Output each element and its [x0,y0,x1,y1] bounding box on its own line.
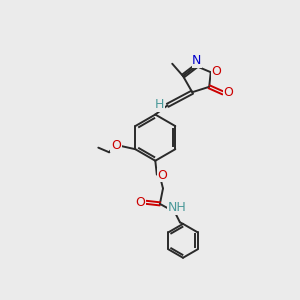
Text: O: O [211,65,221,78]
Text: O: O [224,86,233,100]
Text: O: O [111,139,121,152]
Text: N: N [192,54,202,67]
Text: O: O [136,196,146,209]
Text: O: O [157,169,167,182]
Text: H: H [155,98,165,111]
Text: NH: NH [167,201,186,214]
